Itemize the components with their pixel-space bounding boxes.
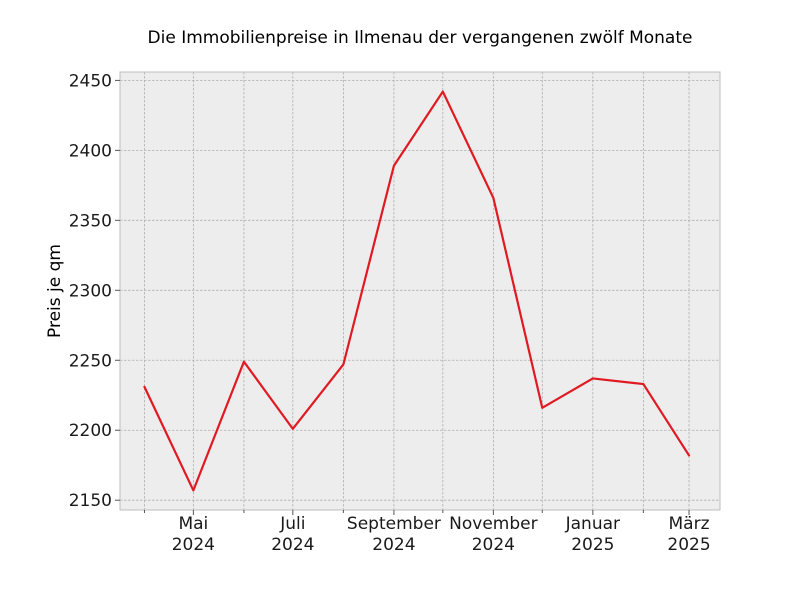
y-tick-label: 2250 (69, 351, 112, 371)
x-tick-label-year: 2025 (571, 535, 614, 555)
y-tick-label: 2300 (69, 281, 112, 301)
plot-frame (119, 71, 721, 511)
x-tick-label-month: Mai (178, 514, 208, 534)
x-tick-label-month: September (347, 514, 441, 534)
series-layer (143, 90, 691, 492)
x-tick-label-year: 2025 (667, 535, 710, 555)
x-tick-label-year: 2024 (172, 535, 215, 555)
x-tick-label-month: März (669, 514, 710, 534)
grid (120, 72, 720, 510)
y-axis: 2150 2200 2250 2300 2350 2400 2450 (69, 71, 120, 511)
x-tick-label-year: 2024 (472, 535, 515, 555)
x-tick-label-month: Juli (279, 514, 305, 534)
plot-area (120, 72, 720, 510)
x-tick-label-month: Januar (565, 514, 620, 534)
y-axis-label: Preis je qm (45, 244, 65, 338)
y-tick-label: 2150 (69, 491, 112, 511)
y-tick-label: 2400 (69, 141, 112, 161)
x-tick-label-year: 2024 (372, 535, 415, 555)
x-tick-label-month: November (449, 514, 537, 534)
x-tick-label-year: 2024 (271, 535, 314, 555)
y-tick-label: 2200 (69, 421, 112, 441)
x-axis: Mai2024Juli2024September2024November2024… (143, 510, 711, 555)
y-tick-label: 2350 (69, 211, 112, 231)
series-line (143, 90, 691, 492)
chart-title: Die Immobilienpreise in Ilmenau der verg… (148, 28, 693, 48)
y-tick-label: 2450 (69, 71, 112, 91)
